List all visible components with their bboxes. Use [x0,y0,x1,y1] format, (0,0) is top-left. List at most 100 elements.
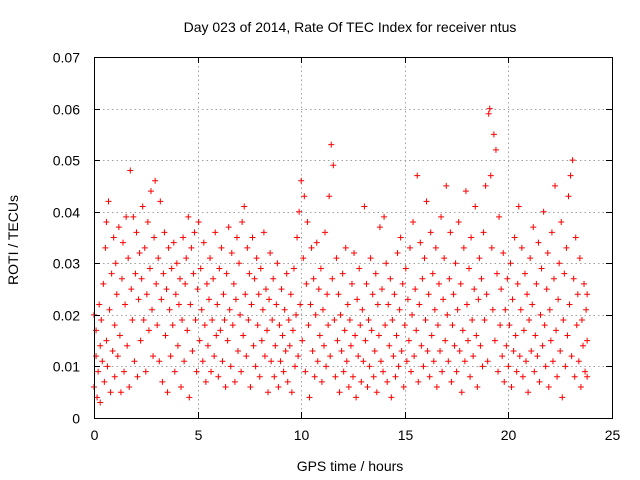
data-point [523,358,530,365]
data-point [546,306,553,313]
data-point [296,208,303,215]
data-point [290,265,297,272]
data-point [358,378,365,385]
data-point [116,332,123,339]
data-point [176,275,183,282]
data-point [288,389,295,396]
data-point [140,317,147,324]
data-point [110,234,117,241]
data-point [209,317,216,324]
data-point [518,244,525,251]
data-point [448,378,455,385]
data-point [299,337,306,344]
data-point [231,378,238,385]
data-point [314,358,321,365]
data-point [305,322,312,329]
data-point [391,291,398,298]
data-point [153,280,160,287]
data-point [469,317,476,324]
data-point [565,193,572,200]
data-point [462,188,469,195]
data-point [566,301,573,308]
data-point [93,353,100,360]
data-point [473,332,480,339]
data-point [163,286,170,293]
data-point [444,311,451,318]
data-point [361,203,368,210]
data-point [180,234,187,241]
scatter-points [91,105,591,406]
data-point [156,358,163,365]
data-point [463,301,470,308]
data-point [584,291,591,298]
data-point [167,353,174,360]
data-point [430,358,437,365]
data-point [423,198,430,205]
data-point [199,358,206,365]
data-point [438,213,445,220]
data-point [105,198,112,205]
data-point [184,327,191,334]
data-point [143,291,150,298]
data-point [485,110,492,117]
data-point [127,167,134,174]
data-point [514,280,521,287]
data-point [220,291,227,298]
data-point [372,270,379,277]
y-tick-label: 0.07 [53,50,80,66]
data-point [108,270,115,277]
data-point [369,291,376,298]
data-point [395,363,402,370]
data-point [329,275,336,282]
data-point [406,244,413,251]
data-point [295,353,302,360]
data-point [472,203,479,210]
data-point [247,384,254,391]
data-point [147,188,154,195]
data-point [244,244,251,251]
data-point [517,306,524,313]
data-point [555,296,562,303]
data-point [297,301,304,308]
data-point [419,275,426,282]
data-point [188,244,195,251]
data-point [547,337,554,344]
data-point [285,317,292,324]
data-point [569,157,576,164]
data-point [242,291,249,298]
data-point [512,332,519,339]
data-point [317,265,324,272]
data-point [166,306,173,313]
data-point [309,347,316,354]
data-point [185,213,192,220]
data-point [471,286,478,293]
y-tick-label: 0.03 [53,256,80,272]
data-point [142,368,149,375]
data-point [97,399,104,406]
data-point [144,219,151,226]
data-point [171,368,178,375]
data-point [416,301,423,308]
data-point [394,249,401,256]
data-point [410,219,417,226]
data-point [123,213,130,220]
data-point [203,280,210,287]
data-point [136,249,143,256]
data-point [474,384,481,391]
data-point [492,146,499,153]
data-point [253,255,260,262]
data-point [505,363,512,370]
data-point [508,384,515,391]
data-point [95,368,102,375]
data-point [495,368,502,375]
data-point [421,255,428,262]
data-point [583,306,590,313]
data-point [411,353,418,360]
data-point [202,378,209,385]
data-point [205,296,212,303]
data-point [377,358,384,365]
data-point [124,342,131,349]
data-point [146,265,153,272]
data-point [164,389,171,396]
data-point [532,332,539,339]
